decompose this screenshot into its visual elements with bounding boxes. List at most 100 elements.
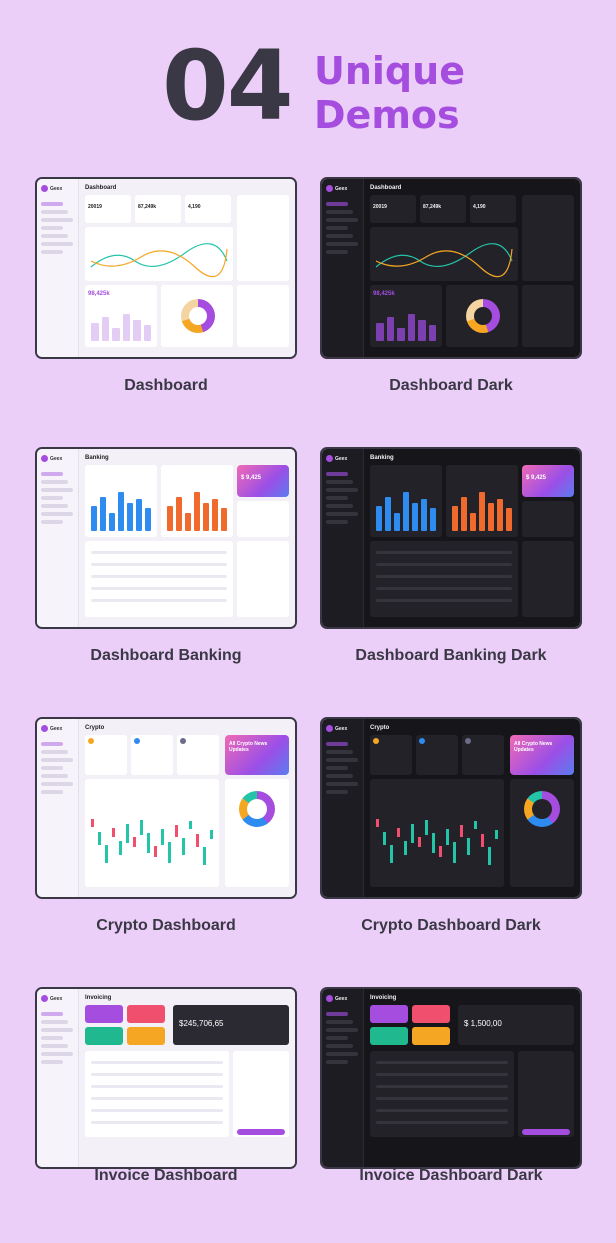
preview-invoice-stat (127, 1027, 165, 1045)
transaction-row (91, 575, 227, 578)
candle (140, 820, 143, 835)
logo-text: Geex (335, 995, 348, 1002)
preview-spending-categories (522, 541, 574, 617)
series-line (90, 243, 228, 268)
preview-sidebar: Geex (322, 449, 364, 627)
logo-mark-icon (326, 455, 333, 462)
preview-banking: Geex Banking $ 9,425 (322, 449, 580, 627)
preview-nav-item (326, 226, 348, 230)
demo-dashboard-dark[interactable]: Geex Dashboard 20019 87,249k 4,190 98,425k Da… (320, 177, 582, 394)
preview-sidebar: Geex (37, 449, 79, 627)
invoice-row (91, 1109, 223, 1112)
preview-invoice-stat (412, 1005, 450, 1023)
line-chart-svg (375, 243, 513, 278)
preview-title: Banking (370, 455, 394, 461)
bar (91, 323, 99, 341)
demo-invoice-dashboard-dark[interactable]: Geex Invoicing $ 1,500,00 Invoice Dashboar… (320, 987, 582, 1184)
demo-dashboard-banking[interactable]: Geex Banking $ 9,425 Dashboard Banking (35, 447, 297, 664)
preview-income-card (161, 465, 233, 537)
preview-nav-item (326, 520, 348, 524)
demo-screenshot[interactable]: Geex Banking $ 9,425 (320, 447, 582, 629)
stat-value: 20019 (373, 204, 387, 210)
bar (470, 512, 476, 531)
bar (109, 512, 115, 531)
bar (428, 324, 436, 341)
demo-screenshot[interactable]: Geex Banking $ 9,425 (35, 447, 297, 629)
series-line (90, 248, 228, 278)
demo-dashboard[interactable]: Geex Dashboard 20019 87,249k 4,190 98,425k Da… (35, 177, 297, 394)
donut-hole (532, 799, 552, 819)
candle (119, 841, 122, 855)
preview-crypto: Geex Crypto All Crypto News Updates (37, 719, 295, 897)
preview-nav-item (326, 1020, 353, 1024)
preview-banking: Geex Banking $ 9,425 (37, 449, 295, 627)
demo-caption: Invoice Dashboard Dark (359, 1167, 543, 1184)
bar (412, 503, 418, 531)
transaction-row (376, 587, 512, 590)
preview-nav-item (326, 504, 353, 508)
demo-dashboard-banking-dark[interactable]: Geex Banking $ 9,425 Dashboard Banking Dar… (320, 447, 582, 664)
candle (404, 841, 407, 855)
logo-mark-icon (41, 185, 48, 192)
preview-title: Banking (85, 455, 109, 461)
candle (98, 832, 101, 845)
candle (390, 845, 393, 863)
bar (386, 317, 394, 341)
income-bars (91, 485, 151, 531)
preview-nav-item (326, 774, 353, 778)
demo-crypto-dashboard-dark[interactable]: Geex Crypto All Crypto News Updates Crypto… (320, 717, 582, 934)
demo-invoice-dashboard[interactable]: Geex Invoicing $245,706,65 Invoice Dashboa… (35, 987, 297, 1184)
preview-nav-item (41, 758, 73, 762)
preview-nav-item (326, 766, 348, 770)
preview-main: Crypto All Crypto News Updates (364, 719, 580, 897)
bar (403, 491, 409, 531)
preview-nav-item (41, 1060, 63, 1064)
demo-crypto-dashboard[interactable]: Geex Crypto All Crypto News Updates Crypto… (35, 717, 297, 934)
preview-nav-item (326, 202, 348, 206)
demo-screenshot[interactable]: Geex Dashboard 20019 87,249k 4,190 98,425k (320, 177, 582, 359)
demo-screenshot[interactable]: Geex Crypto All Crypto News Updates (35, 717, 297, 899)
preview-invoice-stat (85, 1005, 123, 1023)
preview-nav-item (41, 504, 68, 508)
logo-text: Geex (50, 725, 63, 732)
hero-header: 04 Unique Demos (0, 0, 616, 170)
bar (407, 314, 415, 341)
demo-screenshot[interactable]: Geex Invoicing $245,706,65 (35, 987, 297, 1169)
balance-value: $ 9,425 (526, 475, 547, 481)
invoice-row (376, 1121, 508, 1124)
preview-invoice-stat (85, 1027, 123, 1045)
preview-nav-item (326, 218, 358, 222)
preview-nav-item (326, 234, 353, 238)
invoice-total-value: $ 1,500,00 (464, 1019, 502, 1028)
logo-mark-icon (326, 725, 333, 732)
series-line (375, 243, 513, 268)
demo-screenshot[interactable]: Geex Dashboard 20019 87,249k 4,190 98,425k (35, 177, 297, 359)
preview-nav-item (326, 480, 353, 484)
preview-nav-item (41, 790, 63, 794)
preview-recent-problems (522, 285, 574, 347)
demo-caption: Dashboard Dark (389, 377, 513, 394)
demo-screenshot[interactable]: Geex Crypto All Crypto News Updates (320, 717, 582, 899)
candle (189, 821, 192, 829)
preview-visitors: 98,425k (370, 285, 442, 347)
bar (122, 314, 130, 341)
preview-nav-item (41, 774, 68, 778)
preview-coin-card (462, 735, 504, 775)
preview-stat-card: 87,249k (135, 195, 181, 223)
preview-logo: Geex (326, 455, 359, 462)
bar (167, 505, 173, 531)
bar (461, 496, 467, 531)
invoice-row (376, 1085, 508, 1088)
donut-hole (247, 799, 267, 819)
bar (221, 508, 227, 531)
preview-main: Banking $ 9,425 (364, 449, 580, 627)
candle (168, 842, 171, 863)
bar (203, 503, 209, 531)
bar (421, 498, 427, 531)
preview-coin-card (177, 735, 219, 775)
demo-screenshot[interactable]: Geex Invoicing $ 1,500,00 (320, 987, 582, 1169)
coin-icon (373, 738, 379, 744)
candle (147, 833, 150, 853)
preview-nav-item (326, 742, 348, 746)
preview-nav-item (326, 1052, 358, 1056)
